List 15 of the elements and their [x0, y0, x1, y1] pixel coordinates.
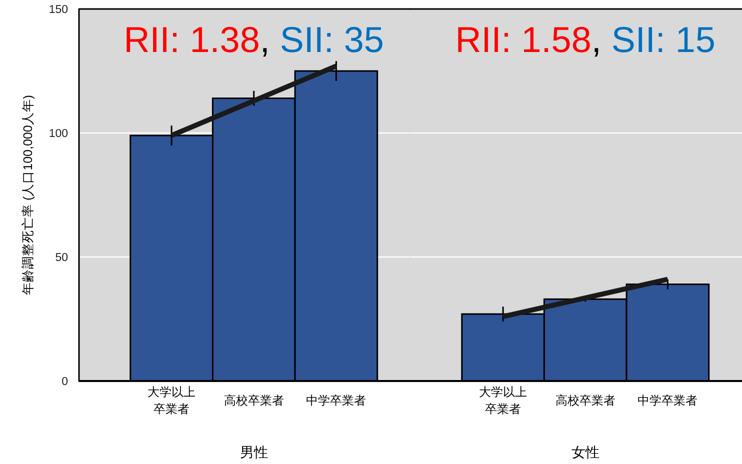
x-tick-label: 大学以上卒業者 — [479, 385, 528, 416]
y-tick-label: 0 — [62, 376, 68, 388]
x-tick-label: 中学卒業者 — [638, 394, 698, 408]
x-axis-title: 男性 — [240, 444, 268, 460]
annotation: RII: 1.58, SII: 15 — [455, 19, 716, 60]
x-tick-label: 大学以上卒業者 — [148, 385, 196, 416]
x-tick-label: 中学卒業者 — [306, 394, 366, 408]
annotation: RII: 1.38, SII: 35 — [124, 19, 384, 60]
y-tick-label: 100 — [48, 128, 68, 140]
x-tick-label: 高校卒業者 — [224, 394, 284, 408]
y-axis-title: 年齢調整死亡率 (人口100,000人年) — [20, 95, 35, 295]
y-tick-label: 150 — [48, 4, 68, 16]
x-tick-label: 高校卒業者 — [555, 394, 616, 408]
y-tick-label: 50 — [55, 252, 68, 264]
x-axis-title: 女性 — [571, 444, 600, 460]
